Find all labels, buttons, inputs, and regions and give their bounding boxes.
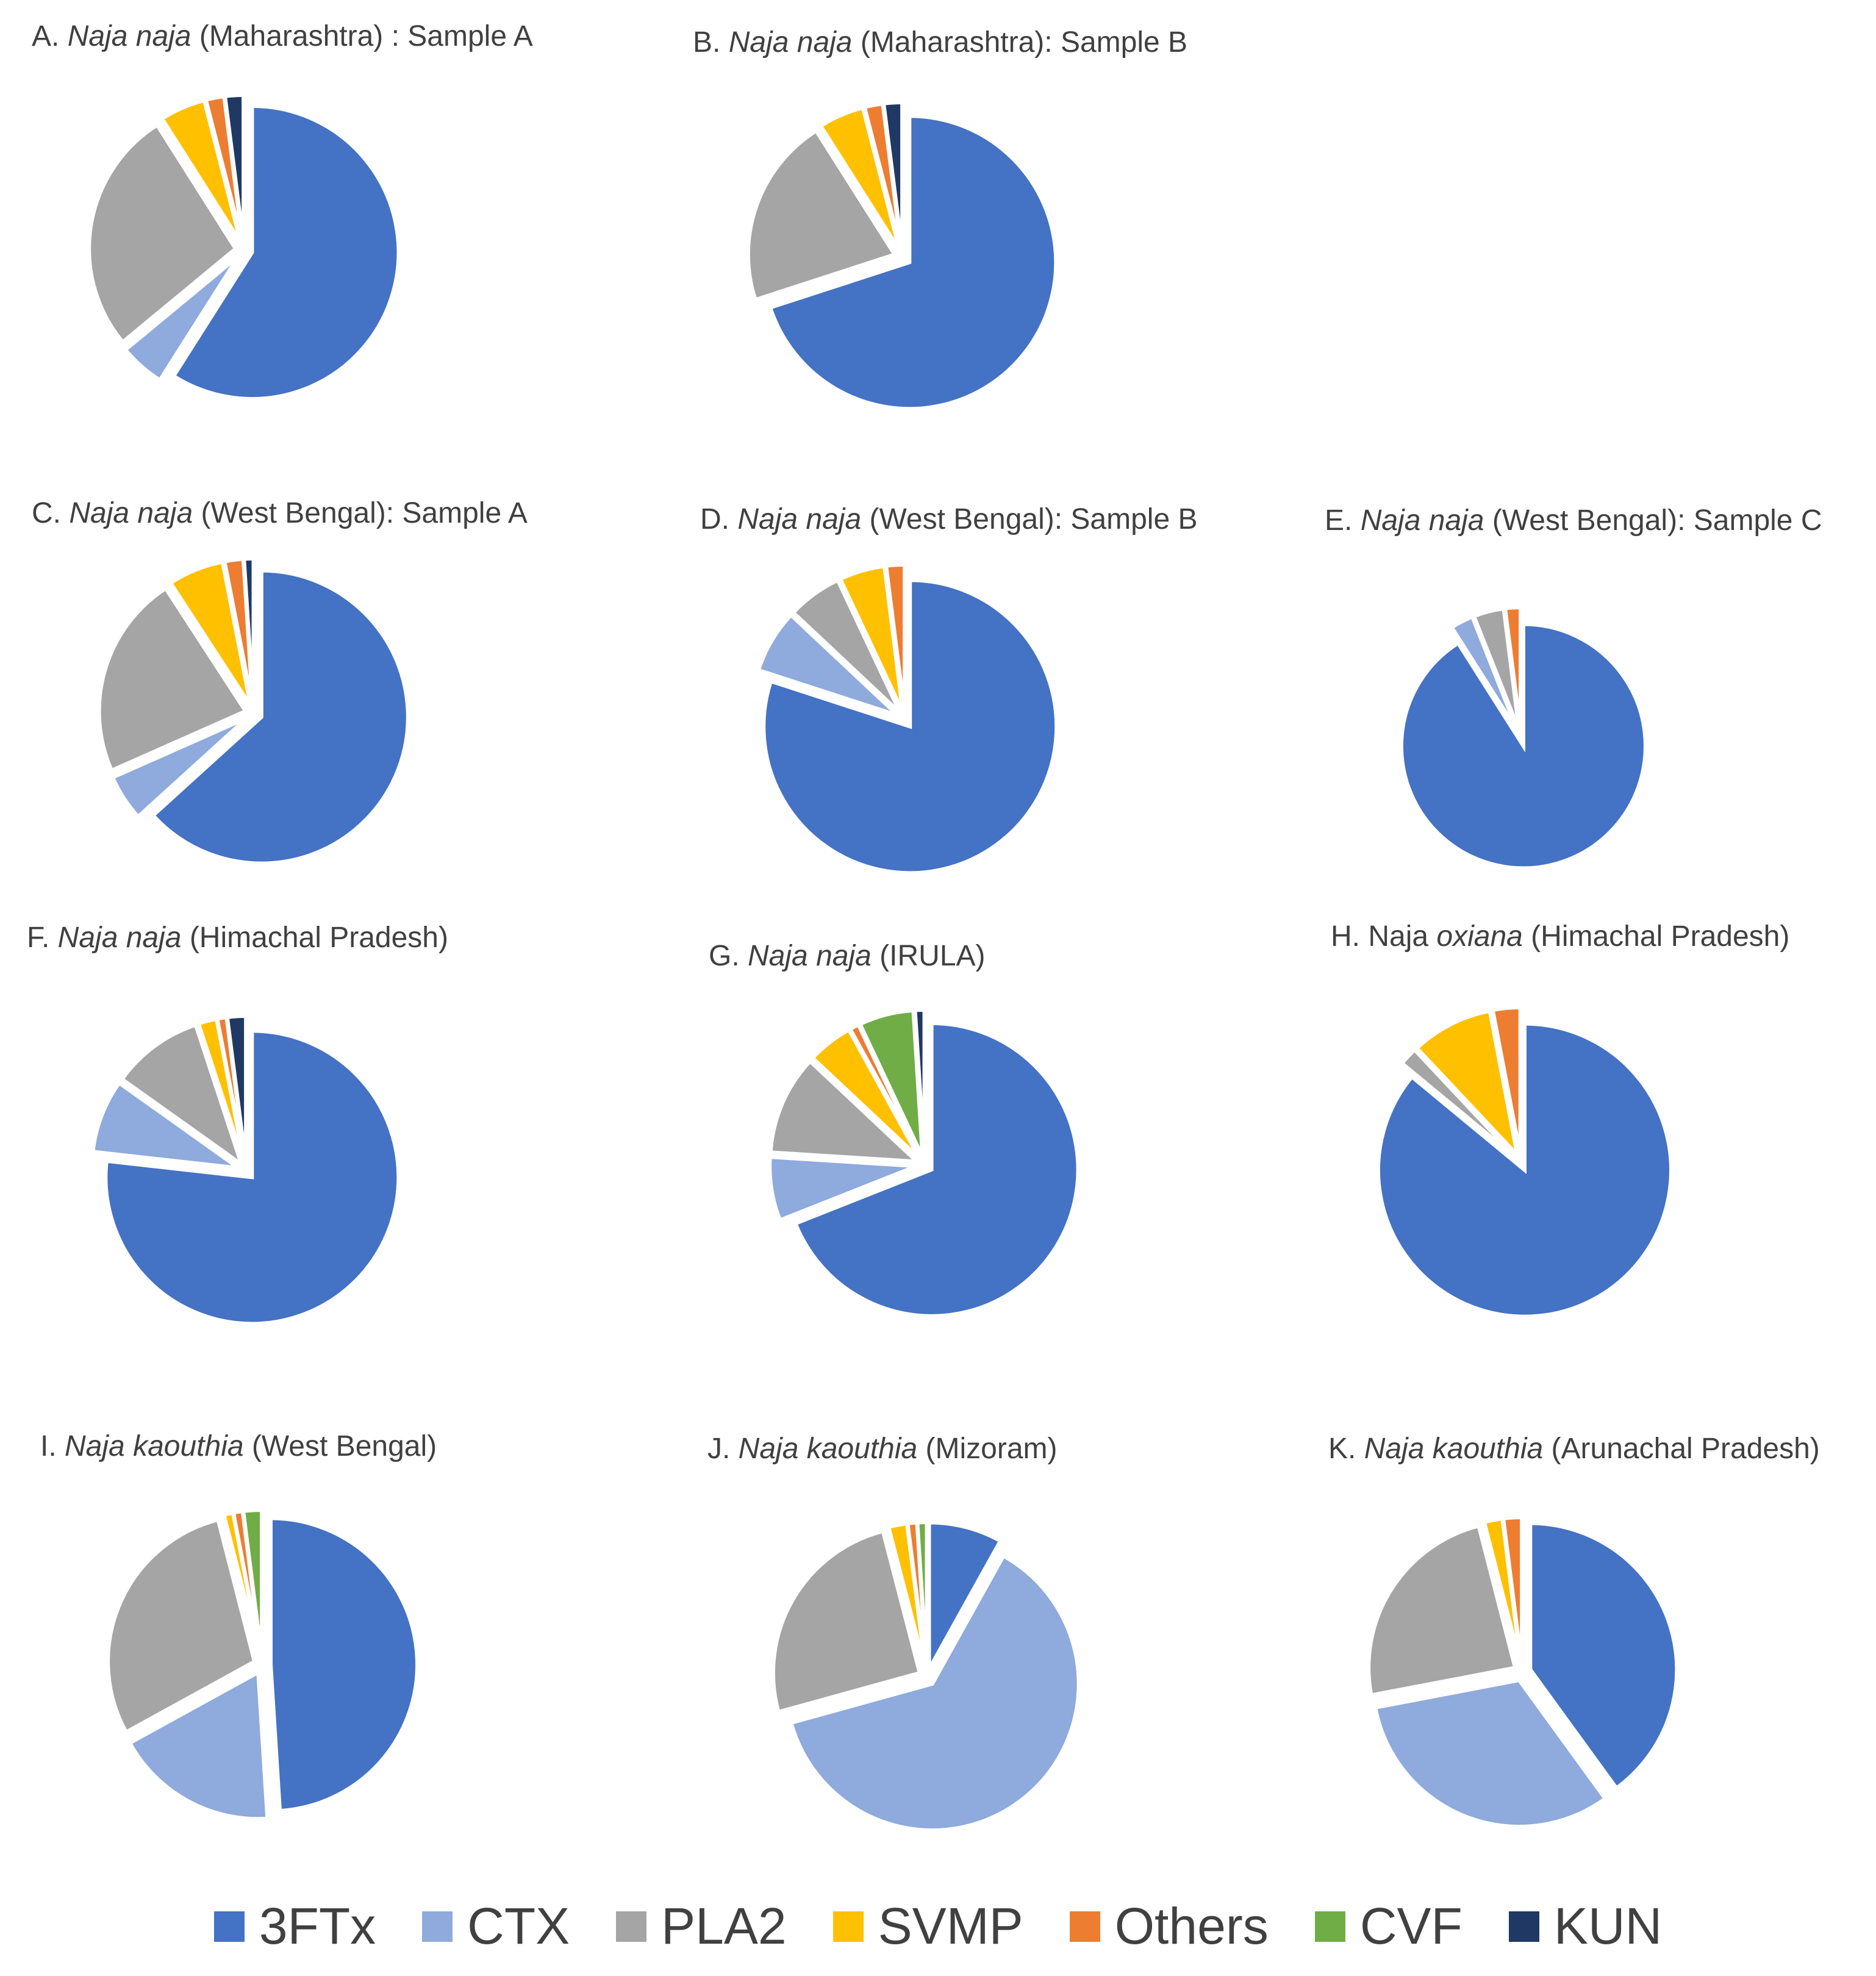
- legend-label-cvf: CVF: [1359, 1897, 1462, 1955]
- legend-label-svmp: SVMP: [878, 1897, 1023, 1955]
- pie-slice-d-pla2: [790, 578, 902, 714]
- panel-title-f: F. Naja naja (Himachal Pradesh): [27, 922, 448, 954]
- pie-slice-d-svmp: [837, 564, 905, 712]
- pie-slice-b-pla2: [746, 128, 898, 302]
- pie-slice-k-pla2: [1367, 1523, 1517, 1697]
- pie-slice-f-ctx: [91, 1080, 246, 1171]
- pie-slice-c-pla2: [97, 585, 249, 773]
- legend-label-kun: KUN: [1553, 1897, 1663, 1955]
- pie-slice-a-pla2: [87, 123, 238, 345]
- pie-slice-e-others: [1503, 606, 1523, 730]
- pie-slice-a-svmp: [159, 98, 243, 243]
- pie-slice-g-others: [847, 1022, 923, 1158]
- pie-slice-f-pla2: [120, 1022, 245, 1169]
- pie-slice-g-cvf: [857, 1008, 925, 1158]
- legend-swatch-ctx: [422, 1911, 453, 1942]
- pie-slice-j-pla2: [771, 1529, 922, 1714]
- pie-slice-g-kun: [913, 1008, 926, 1157]
- pie-chart-f: [91, 1014, 401, 1326]
- pie-slice-f-3ftx: [104, 1029, 401, 1326]
- pie-slice-h-pla2: [1399, 1047, 1516, 1158]
- pie-slice-k-ctx: [1373, 1678, 1608, 1829]
- legend-swatch-cvf: [1314, 1911, 1345, 1942]
- legend-swatch-svmp: [832, 1911, 864, 1942]
- legend-swatch-3ftx: [213, 1911, 245, 1942]
- legend-item-ctx: CTX: [422, 1897, 570, 1956]
- pie-slice-h-3ftx: [1376, 1022, 1673, 1319]
- panel-title-b: B. Naja naja (Maharashtra): Sample B: [693, 26, 1188, 59]
- pie-slice-i-cvf: [241, 1508, 264, 1657]
- legend-item-pla2: PLA2: [616, 1897, 787, 1956]
- panel-title-c: C. Naja naja (West Bengal): Sample A: [32, 497, 528, 529]
- legend-swatch-kun: [1508, 1911, 1539, 1942]
- pie-slice-h-others: [1491, 1006, 1522, 1154]
- pie-slice-d-ctx: [756, 612, 900, 717]
- panel-title-d: D. Naja naja (West Bengal): Sample B: [700, 503, 1198, 535]
- panel-title-a: A. Naja naja (Maharashtra) : Sample A: [32, 20, 533, 52]
- pie-slice-a-3ftx: [171, 104, 401, 401]
- pie-slice-k-others: [1501, 1516, 1524, 1664]
- panel-title-j: J. Naja kaouthia (Mizoram): [707, 1433, 1058, 1465]
- legend-item-kun: KUN: [1508, 1897, 1663, 1956]
- pie-slice-a-ctx: [123, 255, 240, 383]
- pie-slice-g-pla2: [768, 1058, 922, 1164]
- pie-slice-e-3ftx: [1399, 622, 1647, 870]
- pie-chart-h: [1376, 1006, 1673, 1319]
- pie-slice-a-kun: [223, 93, 246, 242]
- pie-slice-c-svmp: [168, 559, 252, 707]
- pie-slice-g-3ftx: [793, 1021, 1080, 1318]
- pie-slice-i-3ftx: [268, 1516, 419, 1813]
- pie-slice-j-ctx: [789, 1553, 1081, 1832]
- pie-slice-h-svmp: [1414, 1009, 1520, 1161]
- pie-slice-d-others: [884, 563, 907, 712]
- legend-item-cvf: CVF: [1314, 1897, 1462, 1956]
- legend-label-pla2: PLA2: [661, 1897, 787, 1955]
- panel-title-k: K. Naja kaouthia (Arunachal Pradesh): [1328, 1433, 1820, 1465]
- pie-slice-c-3ftx: [150, 568, 410, 865]
- pie-slice-i-pla2: [106, 1517, 257, 1735]
- pie-slice-c-kun: [242, 557, 256, 706]
- legend-item-3ftx: 3FTx: [213, 1897, 376, 1956]
- panel-title-i: I. Naja kaouthia (West Bengal): [40, 1430, 437, 1462]
- legend-item-others: Others: [1069, 1897, 1269, 1956]
- pie-slice-g-ctx: [768, 1154, 917, 1223]
- pie-chart-e: [1399, 606, 1647, 870]
- legend-swatch-pla2: [616, 1911, 647, 1942]
- legend-swatch-others: [1069, 1911, 1100, 1942]
- legend-label-others: Others: [1114, 1897, 1269, 1955]
- panel-title-g: G. Naja naja (IRULA): [709, 940, 986, 972]
- pie-chart-k: [1367, 1516, 1679, 1829]
- pie-slice-e-ctx: [1449, 614, 1519, 732]
- pie-slice-f-kun: [225, 1014, 248, 1163]
- legend-label-ctx: CTX: [467, 1897, 570, 1955]
- pie-slice-j-cvf: [915, 1520, 929, 1669]
- pie-chart-c: [97, 557, 410, 865]
- pie-chart-i: [106, 1508, 419, 1821]
- pie-slice-b-kun: [881, 101, 904, 249]
- pie-chart-j: [771, 1520, 1081, 1832]
- pie-slice-k-3ftx: [1528, 1521, 1679, 1791]
- pie-chart-g: [768, 1008, 1080, 1318]
- pie-slice-c-ctx: [110, 716, 248, 820]
- panel-title-e: E. Naja naja (West Bengal): Sample C: [1325, 504, 1822, 537]
- pie-slice-d-3ftx: [762, 578, 1059, 875]
- pie-slice-b-svmp: [818, 106, 901, 251]
- pie-slice-j-3ftx: [927, 1520, 1003, 1677]
- pie-chart-d: [756, 563, 1059, 875]
- pie-slice-i-ctx: [127, 1669, 270, 1821]
- pie-chart-b: [746, 101, 1058, 411]
- pie-slice-b-3ftx: [768, 114, 1058, 411]
- legend: 3FTx CTX PLA2 SVMP Others CVF KUN: [0, 1897, 1876, 1956]
- pie-chart-a: [87, 93, 401, 401]
- legend-label-3ftx: 3FTx: [259, 1897, 376, 1955]
- panel-title-h: H. Naja oxiana (Himachal Pradesh): [1331, 920, 1790, 953]
- legend-item-svmp: SVMP: [832, 1897, 1023, 1956]
